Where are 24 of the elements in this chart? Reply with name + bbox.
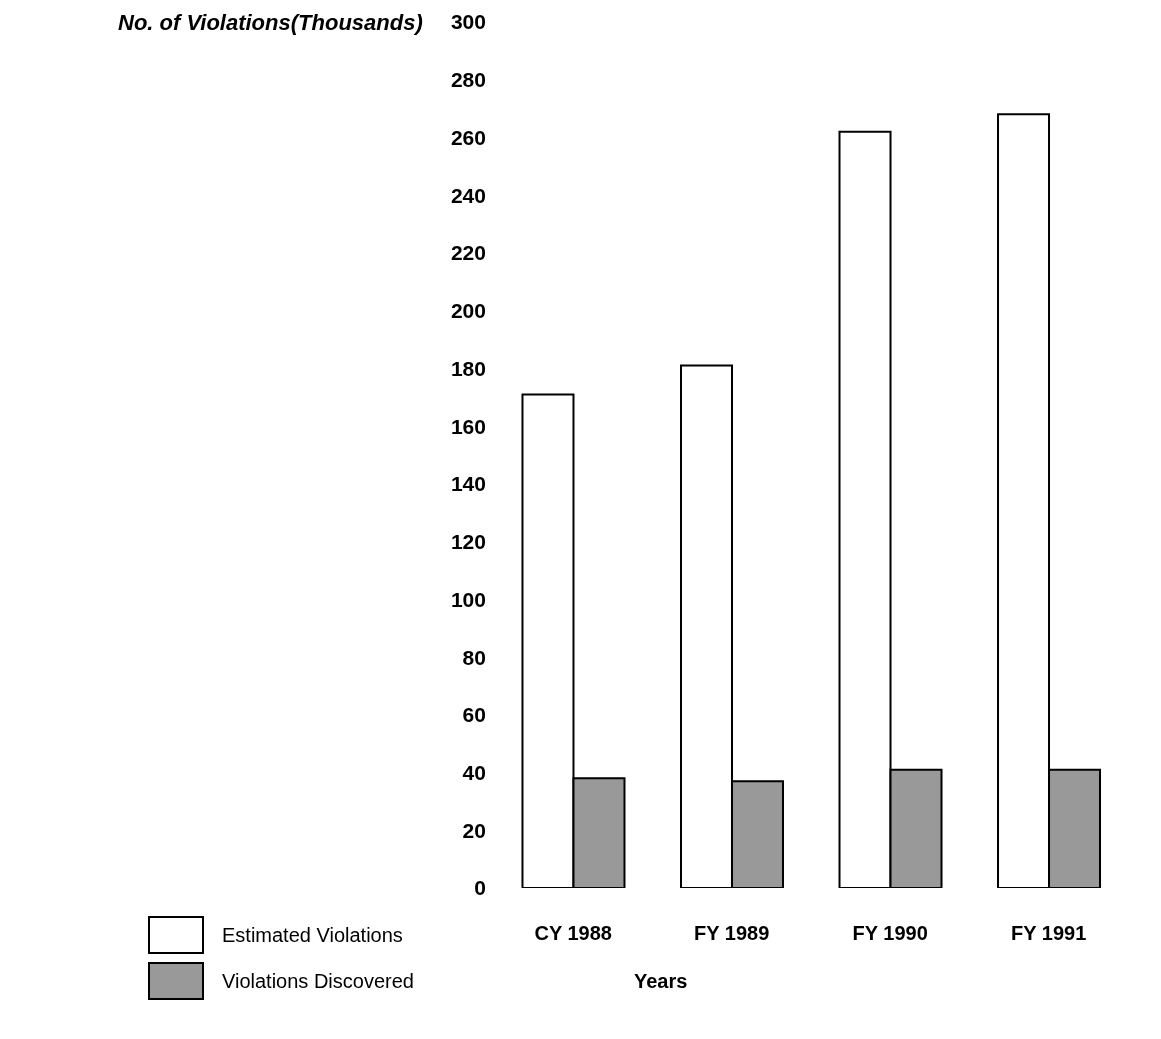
y-tick-label: 220 bbox=[450, 241, 486, 265]
x-tick-label: CY 1988 bbox=[534, 922, 612, 945]
x-tick-label: FY 1991 bbox=[1011, 922, 1087, 945]
y-tick-label: 60 bbox=[462, 703, 486, 727]
y-tick-label: 300 bbox=[450, 10, 486, 34]
x-axis-title: Years bbox=[633, 970, 688, 992]
y-tick-label: 120 bbox=[450, 530, 486, 554]
y-tick-label: 180 bbox=[450, 356, 486, 380]
y-tick-label: 200 bbox=[450, 299, 486, 323]
y-tick-label: 140 bbox=[450, 472, 486, 496]
y-tick-label: 260 bbox=[450, 125, 486, 149]
x-tick-label: FY 1989 bbox=[694, 922, 770, 945]
y-axis-title: No. of Violations(Thousands) bbox=[118, 10, 423, 36]
y-tick-label: 240 bbox=[450, 183, 486, 207]
legend-label: Estimated Violations bbox=[222, 923, 403, 947]
legend-label: Violations Discovered bbox=[222, 969, 414, 993]
y-tick-label: 160 bbox=[450, 414, 486, 438]
y-tick-label: 40 bbox=[462, 760, 486, 784]
x-tick-label: FY 1990 bbox=[852, 922, 928, 945]
y-tick-label: 0 bbox=[474, 876, 486, 900]
y-tick-label: 280 bbox=[450, 68, 486, 92]
y-tick-label: 80 bbox=[462, 645, 486, 669]
y-tick-label: 20 bbox=[462, 818, 486, 842]
y-tick-label: 100 bbox=[450, 587, 486, 611]
